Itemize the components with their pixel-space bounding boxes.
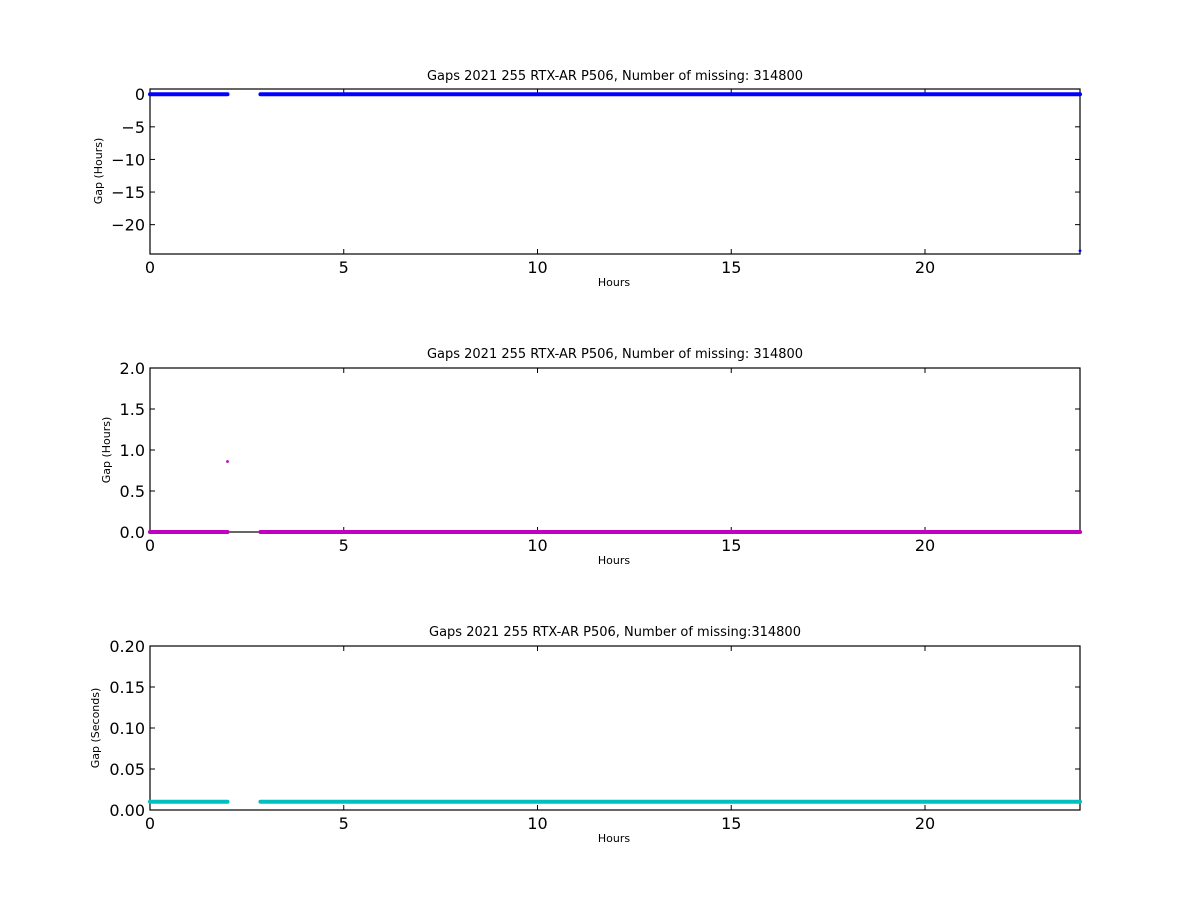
chart-title: Gaps 2021 255 RTX-AR P506, Number of mis… xyxy=(427,347,803,362)
y-axis-label: Gap (Seconds) xyxy=(89,688,102,769)
x-tick-label: 20 xyxy=(915,258,935,277)
y-tick-label: 1.0 xyxy=(120,441,145,460)
x-tick-label: 0 xyxy=(145,536,155,555)
y-tick-label: 0.15 xyxy=(109,678,145,697)
x-tick-label: 15 xyxy=(721,814,741,833)
y-tick-label: 1.5 xyxy=(120,400,145,419)
plot-area xyxy=(149,88,1081,255)
y-tick-label: −15 xyxy=(111,183,145,202)
x-tick-label: 20 xyxy=(915,536,935,555)
y-tick-label: 0.5 xyxy=(120,482,145,501)
plot-area xyxy=(149,367,1081,533)
chart-title: Gaps 2021 255 RTX-AR P506, Number of mis… xyxy=(429,625,801,640)
x-axis-label: Hours xyxy=(598,832,630,845)
y-tick-label: 0 xyxy=(135,85,145,104)
subplot-2: Gaps 2021 255 RTX-AR P506, Number of mis… xyxy=(100,347,1082,567)
x-tick-label: 10 xyxy=(527,258,547,277)
plot-area xyxy=(149,645,1081,811)
y-tick-label: 0.0 xyxy=(120,523,145,542)
y-axis-label: Gap (Hours) xyxy=(92,138,105,205)
x-tick-label: 10 xyxy=(527,814,547,833)
y-tick-label: 2.0 xyxy=(120,359,145,378)
y-axis-label: Gap (Hours) xyxy=(100,417,113,484)
chart-title: Gaps 2021 255 RTX-AR P506, Number of mis… xyxy=(427,69,803,84)
x-axis-label: Hours xyxy=(598,276,630,289)
y-tick-label: −5 xyxy=(121,118,145,137)
y-tick-label: −20 xyxy=(111,216,145,235)
x-tick-label: 0 xyxy=(145,258,155,277)
x-tick-label: 5 xyxy=(339,814,349,833)
x-tick-label: 20 xyxy=(915,814,935,833)
subplot-3: Gaps 2021 255 RTX-AR P506, Number of mis… xyxy=(89,625,1082,845)
data-point xyxy=(226,460,229,463)
subplot-1: Gaps 2021 255 RTX-AR P506, Number of mis… xyxy=(92,69,1082,289)
x-tick-label: 5 xyxy=(339,258,349,277)
data-point xyxy=(1078,249,1082,253)
y-tick-label: 0.05 xyxy=(109,760,145,779)
x-tick-label: 15 xyxy=(721,258,741,277)
y-tick-label: 0.20 xyxy=(109,637,145,656)
y-tick-label: −10 xyxy=(111,150,145,169)
x-axis-label: Hours xyxy=(598,554,630,567)
x-tick-label: 5 xyxy=(339,536,349,555)
x-tick-label: 0 xyxy=(145,814,155,833)
x-tick-label: 10 xyxy=(527,536,547,555)
y-tick-label: 0.00 xyxy=(109,801,145,820)
y-tick-label: 0.10 xyxy=(109,719,145,738)
x-tick-label: 15 xyxy=(721,536,741,555)
